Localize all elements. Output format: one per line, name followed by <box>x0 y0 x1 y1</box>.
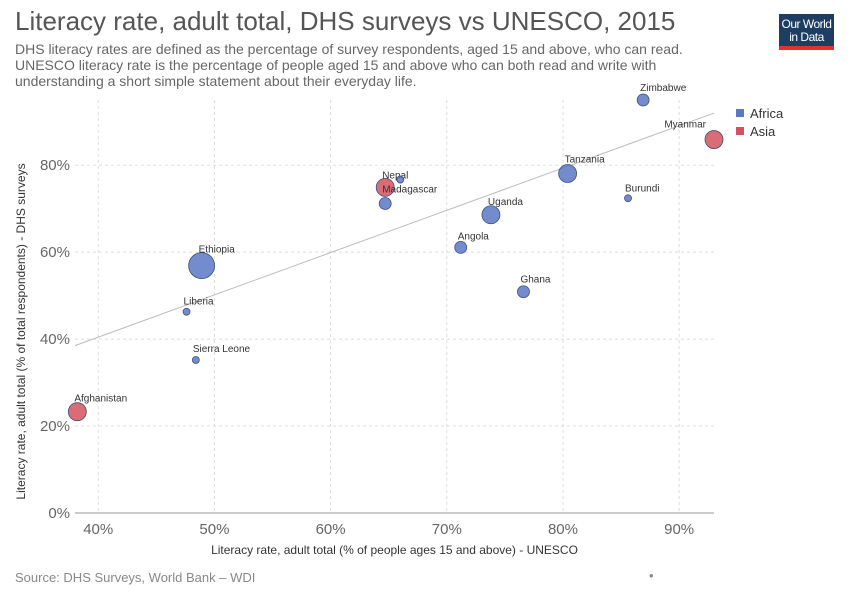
x-tick-label: 70% <box>432 521 462 538</box>
point-label-tanzania: Tanzania <box>565 154 605 165</box>
legend-item-asia[interactable]: Asia <box>736 124 775 139</box>
legend-item-africa[interactable]: Africa <box>736 106 783 121</box>
point-label-madagascar: Madagascar <box>382 184 438 195</box>
legend-swatch-africa <box>736 109 744 117</box>
point-myanmar <box>704 130 724 149</box>
point-burundi <box>624 194 632 203</box>
x-tick-label: 60% <box>316 521 346 538</box>
chart-title: Literacy rate, adult total, DHS surveys … <box>15 6 676 36</box>
y-tick-label: 80% <box>40 157 70 174</box>
grid-lines <box>75 100 714 514</box>
point-label-burundi: Burundi <box>625 183 659 194</box>
data-points: Afghanistan Sierra Leone Liberia Ethiopia Ne… <box>67 83 724 422</box>
point-label-ethiopia: Ethiopia <box>199 245 236 256</box>
axis-labels: 40% 50% 60% 70% 80% 90% 0% 20% 40% 60% 80% Literacy… <box>14 157 694 557</box>
legend-swatch-asia <box>736 127 744 135</box>
point-label-zimbabwe: Zimbabwe <box>640 83 687 94</box>
owid-logo[interactable]: Our World in Data <box>779 14 834 50</box>
point-label-afghanistan: Afghanistan <box>74 394 127 405</box>
point-zimbabwe <box>636 93 650 107</box>
x-axis-title: Literacy rate, adult total (% of people … <box>211 543 578 557</box>
y-tick-label: 40% <box>40 331 70 348</box>
point-nepal <box>375 177 395 197</box>
point-label-uganda: Uganda <box>488 197 523 208</box>
trend-line-group <box>74 112 715 347</box>
y-tick-label: 60% <box>40 244 70 261</box>
point-unlabeled <box>396 175 405 184</box>
separator-dot: • <box>649 568 654 583</box>
point-label-nepal: Nepal <box>382 170 408 181</box>
point-liberia <box>182 307 191 316</box>
point-label-liberia: Liberia <box>184 297 214 308</box>
legend-label-africa: Africa <box>750 106 784 121</box>
point-ghana <box>517 285 530 299</box>
point-label-myanmar: Myanmar <box>664 120 706 131</box>
point-uganda <box>481 205 501 225</box>
y-tick-label: 20% <box>40 418 70 435</box>
point-label-angola: Angola <box>458 231 490 242</box>
trend-line <box>74 112 715 347</box>
logo-line-2: in Data <box>789 30 824 44</box>
source-note: Source: DHS Surveys, World Bank – WDI <box>15 570 256 585</box>
point-tanzania <box>558 164 578 183</box>
point-madagascar <box>378 197 392 210</box>
logo-line-1: Our World <box>781 17 832 31</box>
legend-label-asia: Asia <box>750 124 776 139</box>
y-axis-title: Literacy rate, adult total (% of total r… <box>14 163 28 499</box>
point-label-ghana: Ghana <box>520 275 550 286</box>
y-tick-label: 0% <box>48 505 70 522</box>
point-sierra-leone <box>191 356 200 364</box>
x-tick-label: 50% <box>199 521 229 538</box>
point-ethiopia <box>188 252 216 280</box>
point-afghanistan <box>67 402 87 422</box>
point-angola <box>454 240 468 254</box>
chart-subtitle: DHS literacy rates are defined as the pe… <box>15 41 683 89</box>
x-tick-label: 80% <box>548 521 578 538</box>
x-tick-label: 90% <box>664 521 694 538</box>
point-label-sierra-leone: Sierra Leone <box>193 344 251 355</box>
x-tick-label: 40% <box>83 521 113 538</box>
